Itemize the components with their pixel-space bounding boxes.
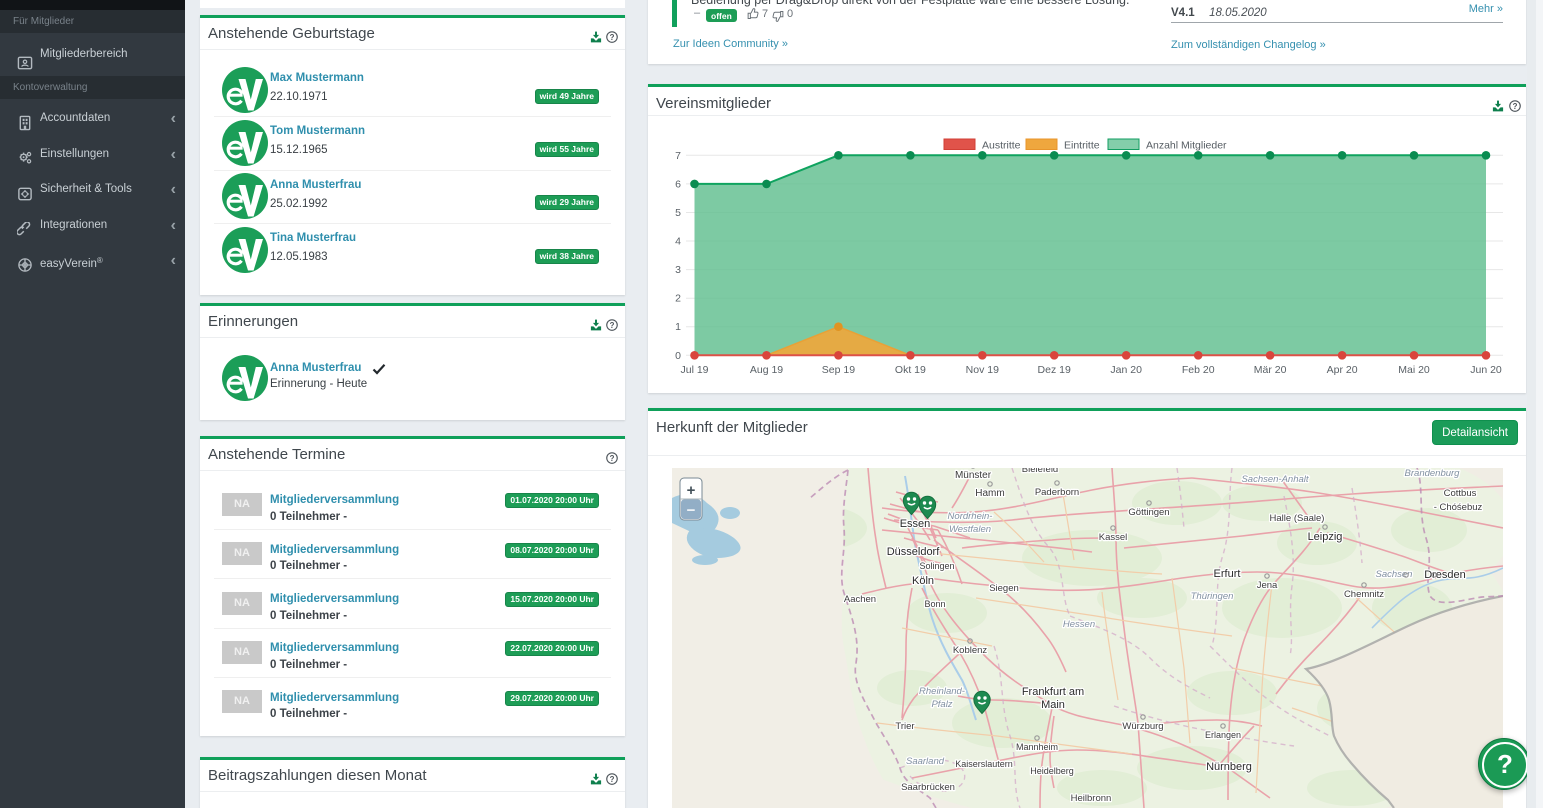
svg-text:Halle (Saale): Halle (Saale) xyxy=(1270,513,1325,524)
svg-text:Hamm: Hamm xyxy=(975,488,1004,499)
svg-text:7: 7 xyxy=(675,150,681,162)
svg-text:Erfurt: Erfurt xyxy=(1214,568,1241,580)
svg-text:Heidelberg: Heidelberg xyxy=(1030,766,1074,776)
svg-text:Rheinland-: Rheinland- xyxy=(919,686,965,697)
svg-text:Jena: Jena xyxy=(1257,580,1278,591)
svg-text:Okt 19: Okt 19 xyxy=(895,364,926,376)
svg-text:Köln: Köln xyxy=(912,575,934,587)
svg-text:0: 0 xyxy=(675,350,681,362)
svg-text:5: 5 xyxy=(675,207,681,219)
svg-text:Siegen: Siegen xyxy=(989,583,1019,594)
svg-text:Eintritte: Eintritte xyxy=(1064,140,1100,152)
svg-text:Frankfurt am: Frankfurt am xyxy=(1022,686,1084,698)
svg-text:Nordrhein-: Nordrhein- xyxy=(948,511,993,522)
svg-text:−: − xyxy=(687,502,696,519)
svg-text:Saarbrücken: Saarbrücken xyxy=(901,782,955,793)
svg-text:?: ? xyxy=(610,775,615,784)
svg-text:Heilbronn: Heilbronn xyxy=(1071,793,1112,804)
svg-text:Austritte: Austritte xyxy=(982,140,1021,152)
svg-text:Aug 19: Aug 19 xyxy=(750,364,783,376)
svg-text:Apr 20: Apr 20 xyxy=(1327,364,1358,376)
svg-text:Pfalz: Pfalz xyxy=(931,699,952,710)
svg-text:3: 3 xyxy=(675,264,681,276)
svg-text:Bielefeld: Bielefeld xyxy=(1022,468,1058,475)
svg-text:- Chóśebuz: - Chóśebuz xyxy=(1434,502,1483,513)
svg-text:Nürnberg: Nürnberg xyxy=(1206,761,1252,773)
svg-text:?: ? xyxy=(1513,102,1518,111)
svg-text:?: ? xyxy=(610,454,615,463)
svg-text:Kaiserslautern: Kaiserslautern xyxy=(955,759,1013,769)
svg-text:Sachsen-Anhalt: Sachsen-Anhalt xyxy=(1241,474,1308,485)
svg-text:Leipzig: Leipzig xyxy=(1308,531,1343,543)
svg-text:?: ? xyxy=(610,33,615,42)
svg-text:Westfalen: Westfalen xyxy=(949,524,991,535)
svg-text:Solingen: Solingen xyxy=(919,561,954,571)
svg-text:Chemnitz: Chemnitz xyxy=(1344,589,1384,600)
svg-text:Brandenburg: Brandenburg xyxy=(1405,468,1461,479)
svg-text:Münster: Münster xyxy=(955,470,992,481)
svg-text:Paderborn: Paderborn xyxy=(1035,487,1079,498)
svg-text:Mär 20: Mär 20 xyxy=(1254,364,1287,376)
svg-text:Mannheim: Mannheim xyxy=(1016,742,1058,752)
svg-text:Thüringen: Thüringen xyxy=(1191,591,1234,602)
svg-text:Nov 19: Nov 19 xyxy=(966,364,999,376)
svg-text:Sep 19: Sep 19 xyxy=(822,364,855,376)
svg-text:Mai 20: Mai 20 xyxy=(1398,364,1430,376)
svg-text:Würzburg: Würzburg xyxy=(1122,721,1163,732)
svg-text:Jun 20: Jun 20 xyxy=(1470,364,1502,376)
svg-text:Anzahl Mitglieder: Anzahl Mitglieder xyxy=(1146,140,1227,152)
svg-text:Saarland: Saarland xyxy=(906,756,945,767)
svg-text:Sachsen: Sachsen xyxy=(1376,569,1413,580)
svg-text:Bonn: Bonn xyxy=(924,599,945,609)
svg-text:Kassel: Kassel xyxy=(1099,532,1128,543)
svg-text:1: 1 xyxy=(675,321,681,333)
svg-text:Main: Main xyxy=(1041,699,1065,711)
svg-text:Koblenz: Koblenz xyxy=(953,645,988,656)
svg-text:Essen: Essen xyxy=(900,518,931,530)
svg-text:6: 6 xyxy=(675,178,681,190)
svg-text:Düsseldorf: Düsseldorf xyxy=(887,546,941,558)
svg-text:?: ? xyxy=(610,321,615,330)
svg-text:Dez 19: Dez 19 xyxy=(1038,364,1071,376)
svg-text:Jul 19: Jul 19 xyxy=(680,364,708,376)
svg-text:Göttingen: Göttingen xyxy=(1128,507,1169,518)
svg-text:Hessen: Hessen xyxy=(1063,619,1095,630)
svg-text:Erlangen: Erlangen xyxy=(1205,730,1241,740)
svg-text:Feb 20: Feb 20 xyxy=(1182,364,1215,376)
svg-text:Trier: Trier xyxy=(895,721,914,732)
svg-text:+: + xyxy=(687,482,696,499)
svg-text:Jan 20: Jan 20 xyxy=(1110,364,1142,376)
svg-text:Dresden: Dresden xyxy=(1424,569,1466,581)
svg-text:Aachen: Aachen xyxy=(844,594,876,605)
svg-text:2: 2 xyxy=(675,293,681,305)
svg-text:4: 4 xyxy=(675,236,681,248)
svg-text:Cottbus: Cottbus xyxy=(1444,488,1477,499)
